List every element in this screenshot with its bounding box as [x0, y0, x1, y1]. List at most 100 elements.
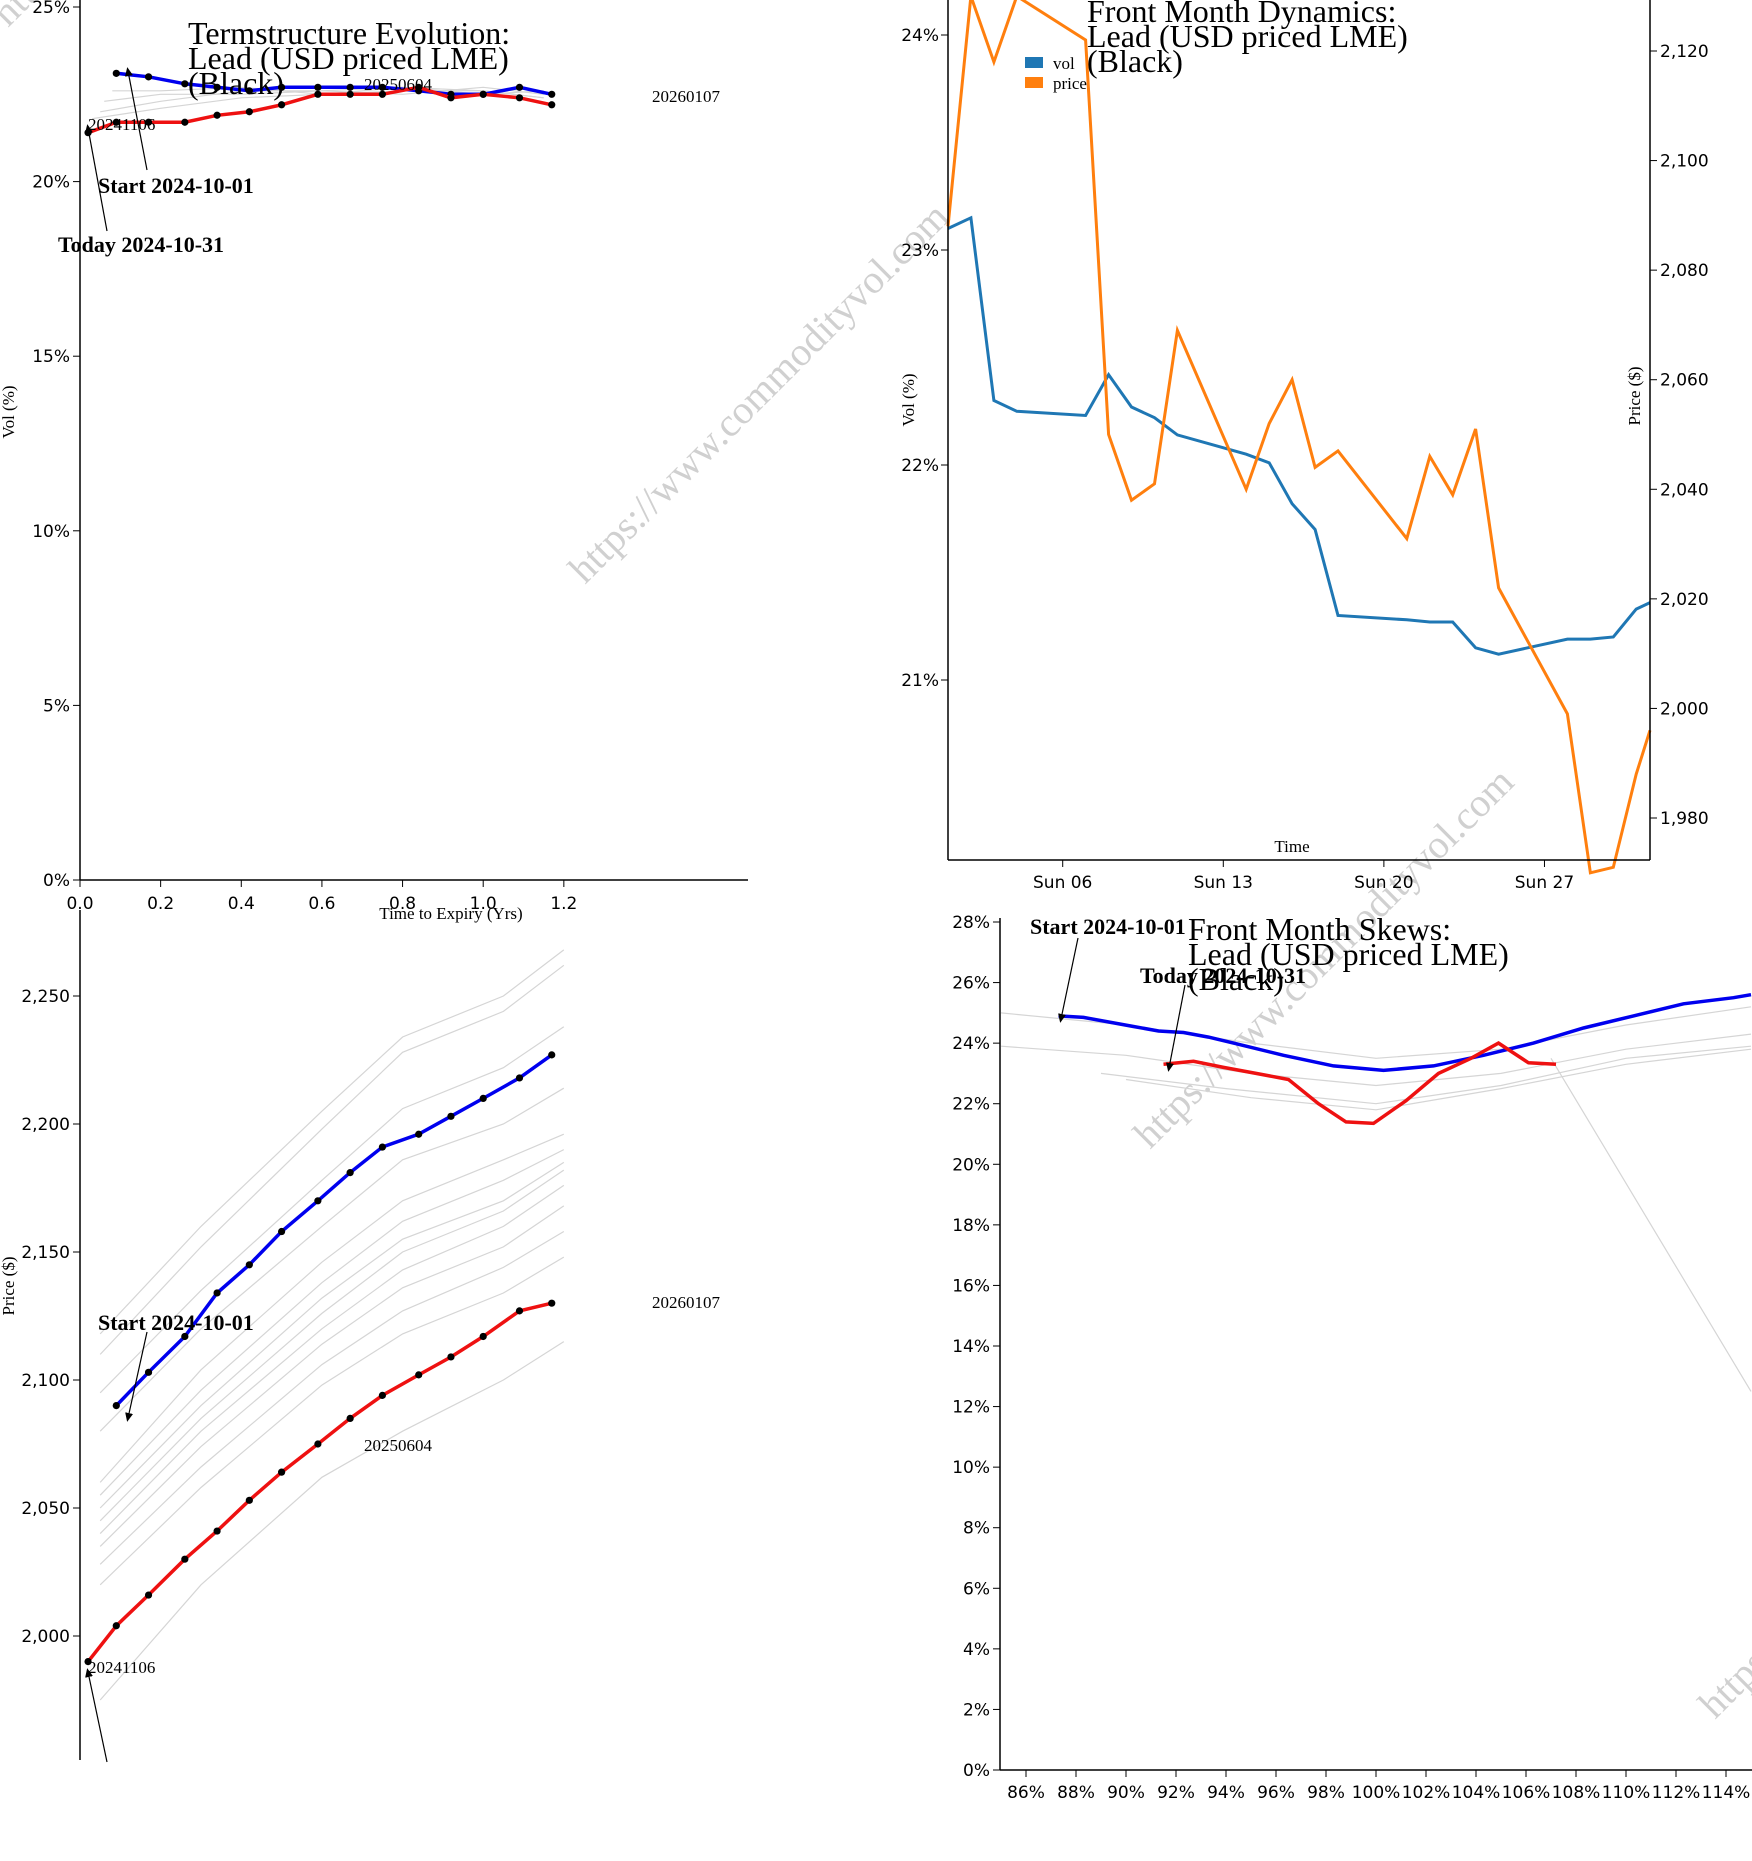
chart-title-line-3: (Black) — [1188, 961, 1284, 997]
data-point — [378, 1391, 386, 1399]
data-point — [213, 111, 221, 119]
watermarks: https://www.commodityvol.com https://www… — [0, 0, 1752, 1726]
data-point — [245, 87, 253, 95]
today-arrow — [1166, 984, 1186, 1072]
y-tick-label: 23% — [901, 241, 939, 261]
history-curve — [104, 86, 544, 102]
data-point — [515, 94, 524, 102]
y-tick-label: 2,250 — [21, 987, 70, 1007]
curve-date-label: 20250604 — [364, 75, 433, 94]
start-annotation: Start 2024-10-01 — [1030, 914, 1186, 939]
today-annotation: Today 2024-10-31 — [58, 232, 224, 257]
x-tick-label: 96% — [1257, 1783, 1295, 1803]
data-point — [213, 1289, 221, 1297]
x-tick-label: 0.4 — [228, 894, 255, 914]
data-point — [515, 1307, 524, 1315]
watermark-text: https://www.commodityvol.com — [560, 194, 958, 592]
data-point — [181, 118, 189, 126]
data-point — [181, 1555, 189, 1563]
y-tick-label: 2,050 — [21, 1499, 70, 1519]
curve-date-label: 20260107 — [652, 1293, 721, 1312]
front-month-dynamics-chart: Sun 06 Sun 13 Sun 20 Sun 27 21% 22% 23% 24% 1,98… — [899, 0, 1709, 893]
history-curve — [1000, 1033, 1752, 1087]
x-tick-label: 100% — [1352, 1783, 1401, 1803]
y2-tick-label: 2,120 — [1660, 42, 1709, 62]
data-point — [314, 1197, 322, 1205]
curve-date-label: 20250604 — [364, 1436, 433, 1455]
data-point — [112, 69, 120, 77]
chart-title-line-3: (Black) — [188, 65, 284, 101]
y-tick-label: 2,100 — [21, 1371, 70, 1391]
front-month-dynamics-plot: Sun 06 Sun 13 Sun 20 Sun 27 21% 22% 23% 24% 1,98… — [901, 0, 1709, 893]
y-tick-label: 18% — [952, 1216, 990, 1236]
y-tick-label: 2,150 — [21, 1243, 70, 1263]
x-tick-label: 94% — [1207, 1783, 1245, 1803]
history-curve — [99, 949, 565, 1335]
data-point — [314, 83, 322, 91]
y2-tick-label: 2,020 — [1660, 590, 1709, 610]
y-tick-label: 5% — [43, 696, 70, 716]
y-tick-label: 24% — [901, 26, 939, 46]
x-tick-label: 90% — [1107, 1783, 1145, 1803]
x-tick-label: 1.2 — [550, 894, 577, 914]
y-tick-label: 20% — [32, 173, 70, 193]
data-point — [548, 101, 556, 109]
data-point — [548, 1299, 556, 1307]
data-point — [346, 90, 354, 98]
x-tick-label: Sun 20 — [1354, 873, 1413, 893]
data-point — [278, 1468, 286, 1476]
today-curve — [1163, 1041, 1557, 1126]
x-tick-label: 0.6 — [308, 894, 335, 914]
data-point — [278, 83, 286, 91]
y-tick-label: 24% — [952, 1034, 990, 1054]
forward-curve-plot: 2,000 2,050 2,100 2,150 2,200 2,250 — [21, 949, 565, 1701]
history-curve — [99, 1256, 565, 1586]
x-tick-label: 98% — [1307, 1783, 1345, 1803]
price-series-line — [946, 0, 1652, 875]
history-curve — [99, 1205, 565, 1547]
data-point — [378, 1143, 386, 1151]
history-curve — [99, 1230, 565, 1565]
y2-axis-label: Price ($) — [1625, 366, 1644, 425]
termstructure-chart: 0.0 0.2 0.4 0.6 0.8 1.0 1.2 0% 5% 10% 15% 20% 25% Te… — [0, 0, 748, 923]
data-point — [278, 1227, 286, 1236]
history-curve — [1125, 1048, 1752, 1111]
x-axis-label: Time to Expiry (Yrs) — [379, 904, 522, 923]
data-point — [479, 1094, 487, 1102]
y-tick-label: 20% — [952, 1155, 990, 1175]
vol-series-line — [947, 215, 1651, 656]
x-tick-label: Sun 13 — [1194, 873, 1253, 893]
data-point — [346, 1169, 354, 1177]
y2-tick-label: 1,980 — [1660, 809, 1709, 829]
x-tick-label: 114% — [1702, 1783, 1751, 1803]
data-point — [548, 90, 556, 98]
curve-date-label: 20260107 — [652, 87, 721, 106]
data-point — [84, 1658, 92, 1666]
data-point — [346, 83, 354, 91]
y-tick-label: 4% — [963, 1640, 990, 1660]
data-point — [144, 1368, 153, 1376]
x-tick-label: 86% — [1007, 1783, 1045, 1803]
data-point — [548, 1051, 556, 1059]
y-axis-label: Price ($) — [0, 1256, 18, 1315]
chart-title-line-1: Front Month Skews: — [1188, 911, 1451, 947]
y2-tick-label: 2,060 — [1660, 371, 1709, 391]
y-tick-label: 15% — [32, 347, 70, 367]
y-tick-label: 6% — [963, 1579, 990, 1599]
data-point — [314, 90, 322, 98]
y-tick-label: 10% — [952, 1458, 990, 1478]
legend-label-vol: vol — [1053, 54, 1075, 73]
x-tick-label: 0.2 — [147, 894, 174, 914]
data-point — [479, 90, 487, 98]
start-arrow — [1058, 937, 1079, 1023]
data-point — [245, 1261, 253, 1269]
history-curve — [99, 1341, 565, 1701]
watermark-text: https://www.commodityvol.com — [1690, 1329, 1752, 1727]
history-curve — [1100, 1045, 1752, 1105]
history-curve — [99, 1149, 565, 1496]
y2-tick-label: 2,000 — [1660, 699, 1709, 719]
y2-tick-label: 2,040 — [1660, 480, 1709, 500]
data-point — [378, 83, 386, 91]
chart-title-line-2: Lead (USD priced LME) — [1188, 936, 1509, 972]
